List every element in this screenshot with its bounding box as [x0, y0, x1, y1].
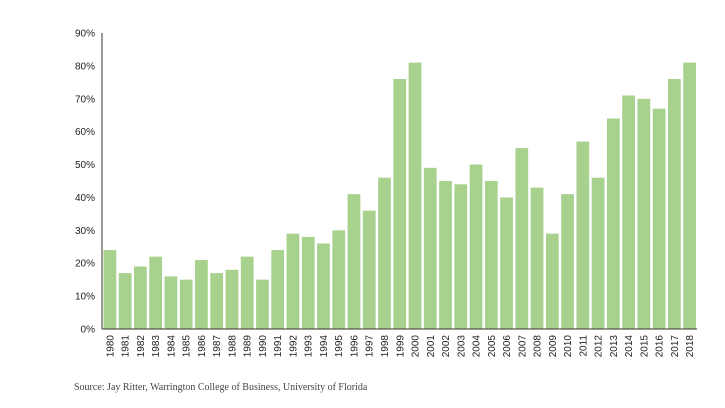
bar-2002 — [439, 181, 452, 329]
bar-2015 — [637, 98, 651, 329]
x-tick-label: 1991 — [273, 335, 284, 358]
bar-2006 — [500, 197, 513, 329]
bar-1980 — [103, 250, 117, 329]
x-tick-label: 1981 — [121, 335, 132, 358]
x-tick-label: 1995 — [334, 335, 345, 358]
bar-1981 — [118, 273, 132, 329]
x-tick-label: 2013 — [609, 335, 620, 358]
x-tick-label: 1992 — [288, 335, 299, 358]
x-tick-label: 1999 — [395, 335, 406, 358]
x-tick-label: 2011 — [578, 335, 589, 357]
x-tick-label: 2008 — [533, 335, 544, 358]
bar-2010 — [561, 194, 574, 329]
x-axis-ticks: 1980 1981 1982 1983 1984 1985 1986 1987 1988 1989… — [105, 335, 696, 358]
bar-2004 — [469, 164, 483, 329]
bar-1998 — [378, 177, 391, 329]
y-axis-ticks: 0% 10% 20% 30% 40% 50% 60% 70% 80% 90% — [75, 29, 95, 336]
bar-2013 — [606, 118, 620, 329]
x-tick-label: 1997 — [365, 335, 376, 358]
bar-1990 — [256, 279, 269, 329]
bars — [103, 62, 696, 330]
x-tick-label: 1980 — [105, 335, 116, 358]
bar-2005 — [484, 181, 498, 329]
x-tick-label: 2000 — [411, 335, 422, 358]
bar-1986 — [195, 259, 208, 329]
x-tick-label: 1983 — [151, 335, 162, 358]
x-tick-label: 2002 — [441, 335, 452, 358]
x-tick-label: 1984 — [166, 335, 177, 358]
bar-1999 — [393, 79, 407, 329]
x-tick-label: 1982 — [136, 335, 147, 358]
bar-2003 — [454, 184, 468, 329]
bar-2017 — [667, 79, 681, 329]
y-tick-label: 30% — [75, 226, 95, 237]
bar-1991 — [271, 250, 285, 329]
bar-1987 — [210, 273, 224, 329]
x-tick-label: 2012 — [594, 335, 605, 358]
bar-1994 — [317, 243, 330, 329]
y-tick-label: 0% — [81, 325, 96, 336]
x-tick-label: 1990 — [258, 335, 269, 358]
bar-2000 — [408, 62, 422, 329]
bar-2018 — [683, 62, 696, 329]
x-tick-label: 2016 — [655, 335, 666, 358]
x-tick-label: 1993 — [304, 335, 315, 358]
x-tick-label: 2018 — [685, 335, 696, 358]
bar-2007 — [515, 148, 529, 329]
x-tick-label: 1998 — [380, 335, 391, 358]
y-tick-label: 20% — [75, 259, 95, 270]
bar-2014 — [622, 95, 635, 330]
bar-2009 — [545, 233, 559, 329]
x-tick-label: 1994 — [319, 335, 330, 358]
x-tick-label: 1996 — [349, 335, 360, 358]
x-tick-label: 2009 — [548, 335, 559, 358]
y-tick-label: 50% — [75, 160, 95, 171]
x-tick-label: 2015 — [639, 335, 650, 358]
x-tick-label: 2006 — [502, 335, 513, 358]
x-tick-label: 1987 — [212, 335, 223, 358]
x-tick-label: 2010 — [563, 335, 574, 358]
bar-1983 — [149, 256, 163, 329]
bar-1982 — [134, 266, 147, 329]
bar-2016 — [652, 108, 666, 329]
bar-2012 — [591, 177, 605, 329]
y-tick-label: 60% — [75, 127, 95, 138]
bar-1989 — [240, 256, 254, 329]
x-tick-label: 2003 — [456, 335, 467, 358]
bar-1985 — [179, 279, 193, 329]
bar-1996 — [347, 194, 361, 329]
x-tick-label: 1988 — [227, 335, 238, 358]
x-tick-label: 1989 — [243, 335, 254, 358]
bar-2011 — [576, 141, 590, 329]
bar-1988 — [225, 269, 239, 329]
x-tick-label: 2001 — [426, 335, 437, 358]
x-tick-label: 2004 — [472, 335, 483, 358]
bar-1992 — [286, 233, 300, 329]
y-tick-label: 10% — [75, 292, 95, 303]
bar-chart: 0%10%20%30%40%50%60%70%80%90% 1980 1981 19… — [75, 29, 697, 358]
x-tick-label: 1986 — [197, 335, 208, 358]
x-tick-label: 2014 — [624, 335, 635, 358]
y-tick-label: 90% — [75, 29, 95, 40]
x-tick-label: 2005 — [487, 335, 498, 358]
x-tick-label: 2007 — [517, 335, 528, 358]
bar-1995 — [332, 230, 346, 329]
y-tick-label: 80% — [75, 61, 95, 72]
y-tick-label: 70% — [75, 94, 95, 105]
bar-1984 — [164, 276, 178, 329]
bar-2008 — [530, 187, 544, 329]
y-tick-label: 40% — [75, 193, 95, 204]
source-note: Source: Jay Ritter, Warrington College o… — [74, 382, 368, 393]
x-tick-label: 2017 — [670, 335, 681, 358]
x-tick-label: 1985 — [182, 335, 193, 358]
bar-1993 — [301, 236, 315, 329]
bar-1997 — [362, 210, 376, 329]
bar-2001 — [423, 167, 437, 329]
